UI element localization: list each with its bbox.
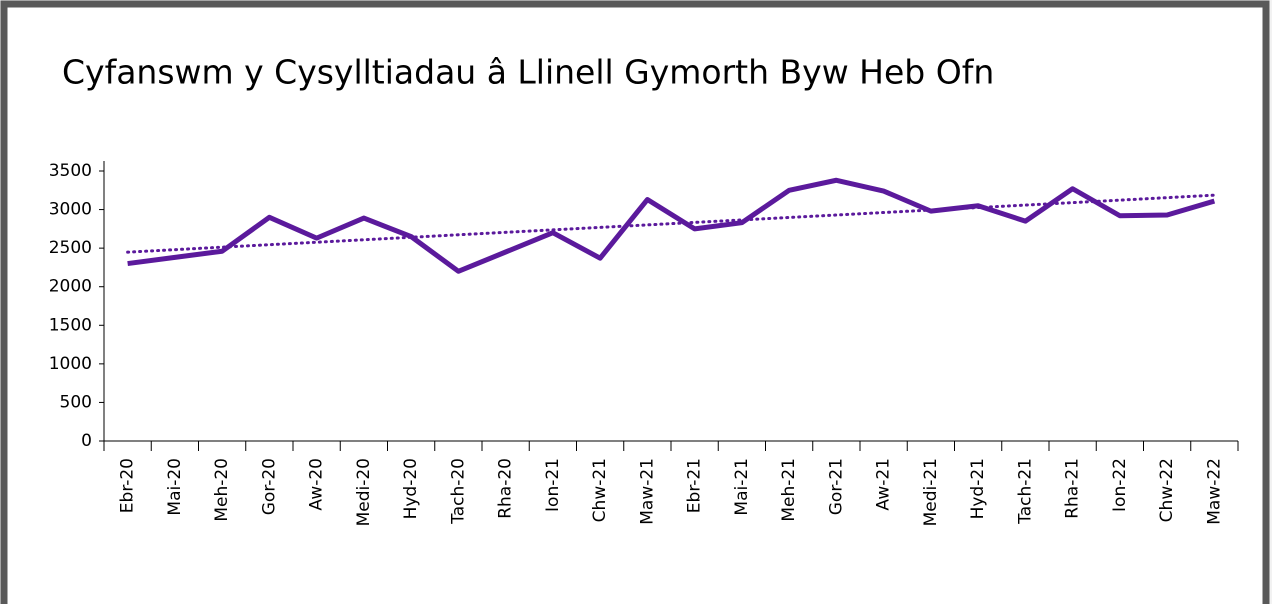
x-tick-label: Ion-21 — [543, 458, 563, 512]
x-tick-label: Medi-21 — [921, 458, 941, 526]
x-tick-label: Aw-20 — [307, 458, 327, 511]
y-tick-label: 0 — [81, 431, 92, 451]
x-tick-label: Meh-20 — [212, 458, 232, 522]
x-tick-label: Rha-21 — [1063, 458, 1083, 519]
x-tick-label: Tach-21 — [1015, 458, 1035, 525]
x-tick-label: Mai-20 — [165, 458, 185, 516]
x-tick-label: Gor-20 — [259, 458, 279, 515]
x-tick-label: Chw-22 — [1157, 458, 1177, 522]
y-tick-label: 1000 — [49, 354, 92, 374]
x-tick-label: Maw-22 — [1204, 458, 1224, 525]
y-tick-label: 500 — [60, 392, 92, 412]
x-tick-label: Rha-20 — [496, 458, 516, 519]
x-tick-label: Mai-21 — [732, 458, 752, 516]
x-tick-label: Medi-20 — [354, 458, 374, 526]
y-tick-label: 2500 — [49, 238, 92, 258]
x-tick-label: Gor-21 — [826, 458, 846, 515]
y-tick-label: 1500 — [49, 315, 92, 335]
x-tick-label: Meh-21 — [779, 458, 799, 522]
data-line — [127, 177, 1216, 274]
x-tick-label: Hyd-21 — [968, 458, 988, 519]
x-tick-label: Ebr-21 — [685, 458, 705, 513]
x-tick-label: Chw-21 — [590, 458, 610, 522]
x-tick-label: Aw-21 — [874, 458, 894, 511]
x-tick-label: Tach-20 — [448, 458, 468, 525]
y-tick-label: 3000 — [49, 200, 92, 220]
y-tick-label: 3500 — [49, 161, 92, 181]
x-tick-label: Ion-22 — [1110, 458, 1130, 512]
x-tick-label: Hyd-20 — [401, 458, 421, 519]
chart-title: Cyfanswm y Cysylltiadau â Llinell Gymort… — [62, 53, 994, 92]
x-tick-label: Maw-21 — [637, 458, 657, 525]
trendline — [126, 193, 1216, 254]
x-tick-label: Ebr-20 — [118, 458, 138, 513]
y-tick-label: 2000 — [49, 277, 92, 297]
